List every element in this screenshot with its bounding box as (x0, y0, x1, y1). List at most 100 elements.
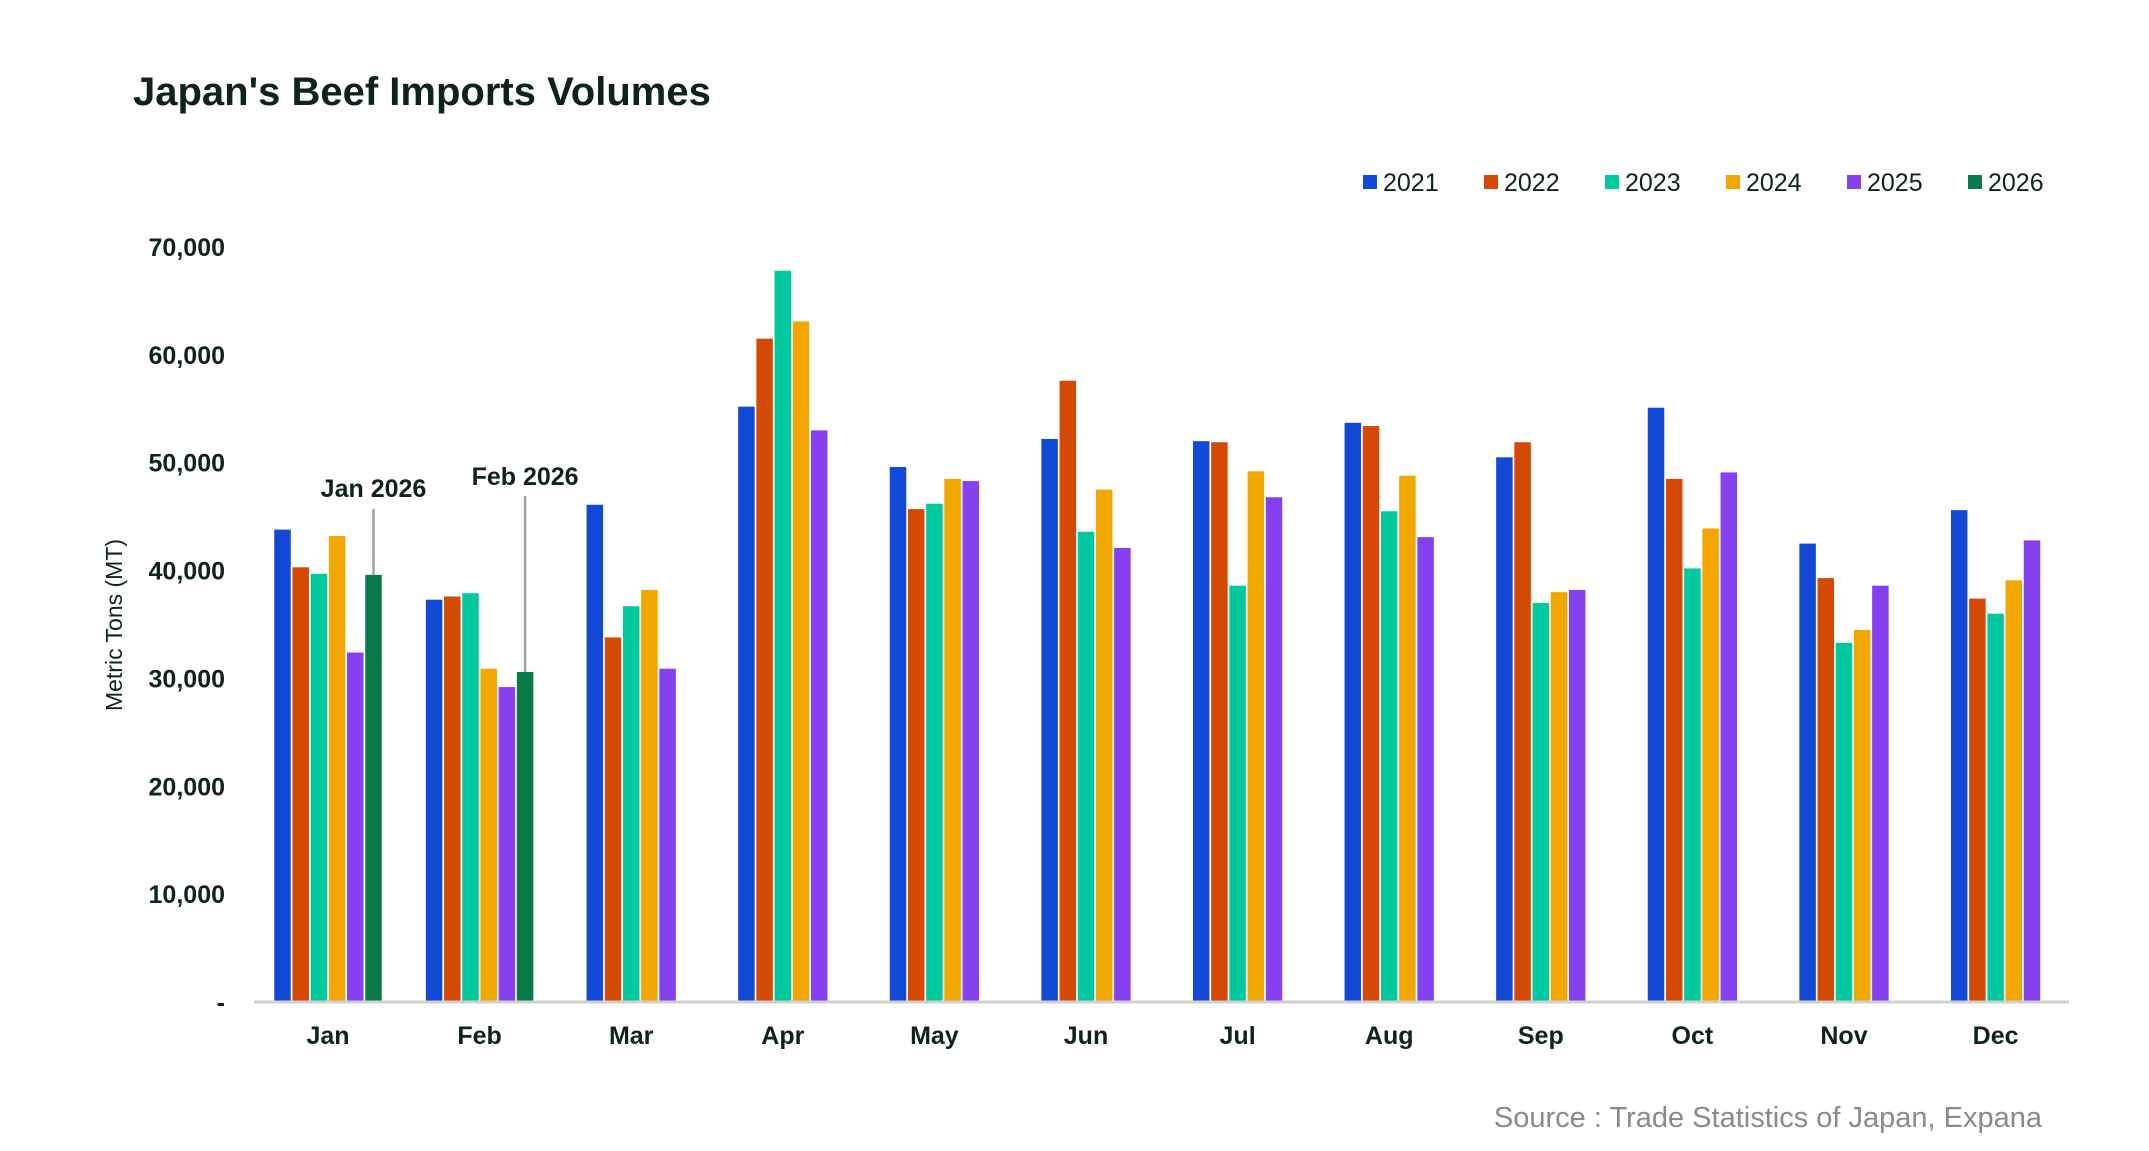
legend-swatch-2021 (1363, 175, 1377, 189)
legend-swatch-2026 (1968, 175, 1982, 189)
y-tick-label: 50,000 (149, 450, 225, 478)
bar-oct-2025 (1720, 472, 1738, 1003)
bar-nov-2024 (1853, 629, 1871, 1002)
bar-dec-2022 (1969, 598, 1986, 1002)
bar-mar-2023 (622, 606, 640, 1002)
bar-jan-2024 (328, 536, 346, 1002)
bar-feb-2025 (498, 687, 516, 1002)
x-tick-label: Jun (1064, 1022, 1108, 1050)
bar-feb-2022 (444, 596, 461, 1002)
bar-aug-2024 (1399, 475, 1416, 1003)
bar-apr-2022 (756, 338, 773, 1002)
x-tick-label: Feb (457, 1022, 501, 1050)
y-tick-label: - (217, 989, 225, 1017)
x-tick-label: Mar (609, 1022, 654, 1050)
bar-jul-2025 (1265, 497, 1283, 1002)
bar-may-2022 (907, 509, 925, 1002)
legend-label-2024: 2024 (1746, 169, 1802, 197)
bar-jun-2021 (1041, 438, 1058, 1002)
annotations: Jan 2026 Feb 2026 (321, 463, 579, 672)
bar-jan-2026 (365, 574, 382, 1002)
legend-swatch-2025 (1847, 175, 1861, 189)
bar-feb-2023 (462, 593, 479, 1002)
x-tick-label: Jul (1220, 1022, 1256, 1050)
bar-jan-2022 (292, 567, 309, 1002)
bar-feb-2024 (480, 668, 497, 1002)
bar-may-2025 (962, 481, 980, 1002)
bar-feb-2026 (516, 671, 534, 1002)
bar-sep-2021 (1496, 457, 1513, 1003)
bar-may-2021 (889, 467, 907, 1002)
bar-aug-2025 (1417, 537, 1434, 1002)
y-tick-label: 30,000 (149, 665, 225, 693)
bar-apr-2024 (792, 321, 810, 1003)
bar-dec-2025 (2023, 540, 2041, 1002)
bar-oct-2023 (1684, 568, 1701, 1002)
bar-oct-2022 (1665, 478, 1683, 1003)
bar-nov-2021 (1799, 543, 1816, 1002)
legend-label-2026: 2026 (1988, 169, 2044, 197)
y-axis: - 10,000 20,000 30,000 40,000 50,000 60,000 70,… (149, 234, 225, 1017)
bar-apr-2021 (738, 406, 755, 1003)
x-tick-label: Aug (1365, 1022, 1414, 1050)
bar-nov-2023 (1835, 642, 1853, 1002)
y-tick-label: 20,000 (149, 773, 225, 801)
x-tick-label: Apr (761, 1022, 804, 1050)
x-tick-label: Nov (1820, 1022, 1867, 1050)
legend-label-2021: 2021 (1383, 169, 1439, 197)
y-tick-label: 10,000 (149, 881, 225, 909)
bars (274, 270, 2041, 1003)
bar-oct-2021 (1647, 407, 1665, 1002)
bar-jan-2023 (310, 573, 328, 1002)
y-tick-label: 60,000 (149, 342, 225, 370)
bar-nov-2022 (1817, 578, 1835, 1002)
bar-jul-2024 (1247, 471, 1265, 1002)
bar-jul-2021 (1192, 441, 1210, 1003)
y-tick-label: 70,000 (149, 234, 225, 262)
bar-dec-2023 (1987, 613, 2004, 1002)
bar-aug-2021 (1344, 422, 1362, 1002)
y-axis-label: Metric Tons (MT) (101, 539, 127, 711)
y-tick-label: 40,000 (149, 558, 225, 586)
legend: 2021 2022 2023 2024 2025 2026 (1363, 169, 2044, 197)
bar-mar-2022 (604, 637, 622, 1002)
bar-apr-2023 (774, 270, 792, 1002)
annotation-label: Feb 2026 (472, 463, 579, 491)
x-tick-label: Jan (306, 1022, 349, 1050)
bar-jun-2023 (1077, 531, 1095, 1002)
legend-label-2025: 2025 (1867, 169, 1923, 197)
x-tick-label: Oct (1672, 1022, 1714, 1050)
x-tick-label: May (910, 1022, 959, 1050)
x-axis: Jan Feb Mar Apr May Jun Jul Aug Sep Oct Nov Dec (306, 1022, 2018, 1050)
legend-label-2022: 2022 (1504, 169, 1560, 197)
bar-jun-2024 (1095, 489, 1113, 1002)
bar-jul-2023 (1229, 585, 1246, 1002)
x-tick-label: Dec (1973, 1022, 2019, 1050)
bar-apr-2025 (810, 430, 828, 1002)
bar-sep-2025 (1568, 589, 1586, 1002)
bar-may-2023 (926, 503, 943, 1002)
bar-oct-2024 (1702, 528, 1719, 1002)
source-note: Source : Trade Statistics of Japan, Expa… (1494, 1102, 2043, 1134)
legend-label-2023: 2023 (1625, 169, 1681, 197)
bar-jun-2025 (1114, 547, 1131, 1002)
bar-jul-2022 (1211, 442, 1228, 1002)
bar-mar-2025 (659, 668, 676, 1002)
bar-dec-2024 (2005, 580, 2023, 1002)
bar-dec-2021 (1950, 510, 1968, 1002)
bar-may-2024 (944, 478, 961, 1003)
annotation-label: Jan 2026 (321, 475, 427, 503)
bar-sep-2022 (1514, 442, 1531, 1002)
legend-swatch-2024 (1726, 175, 1740, 189)
legend-swatch-2023 (1605, 175, 1619, 189)
bar-mar-2024 (641, 589, 658, 1002)
bar-aug-2023 (1380, 511, 1398, 1002)
bar-nov-2025 (1872, 585, 1889, 1002)
x-tick-label: Sep (1518, 1022, 1564, 1050)
bar-sep-2024 (1550, 592, 1568, 1002)
bar-sep-2023 (1532, 602, 1550, 1002)
bar-jan-2021 (274, 529, 291, 1002)
bar-mar-2021 (586, 504, 604, 1002)
chart-title: Japan's Beef Imports Volumes (133, 70, 711, 114)
